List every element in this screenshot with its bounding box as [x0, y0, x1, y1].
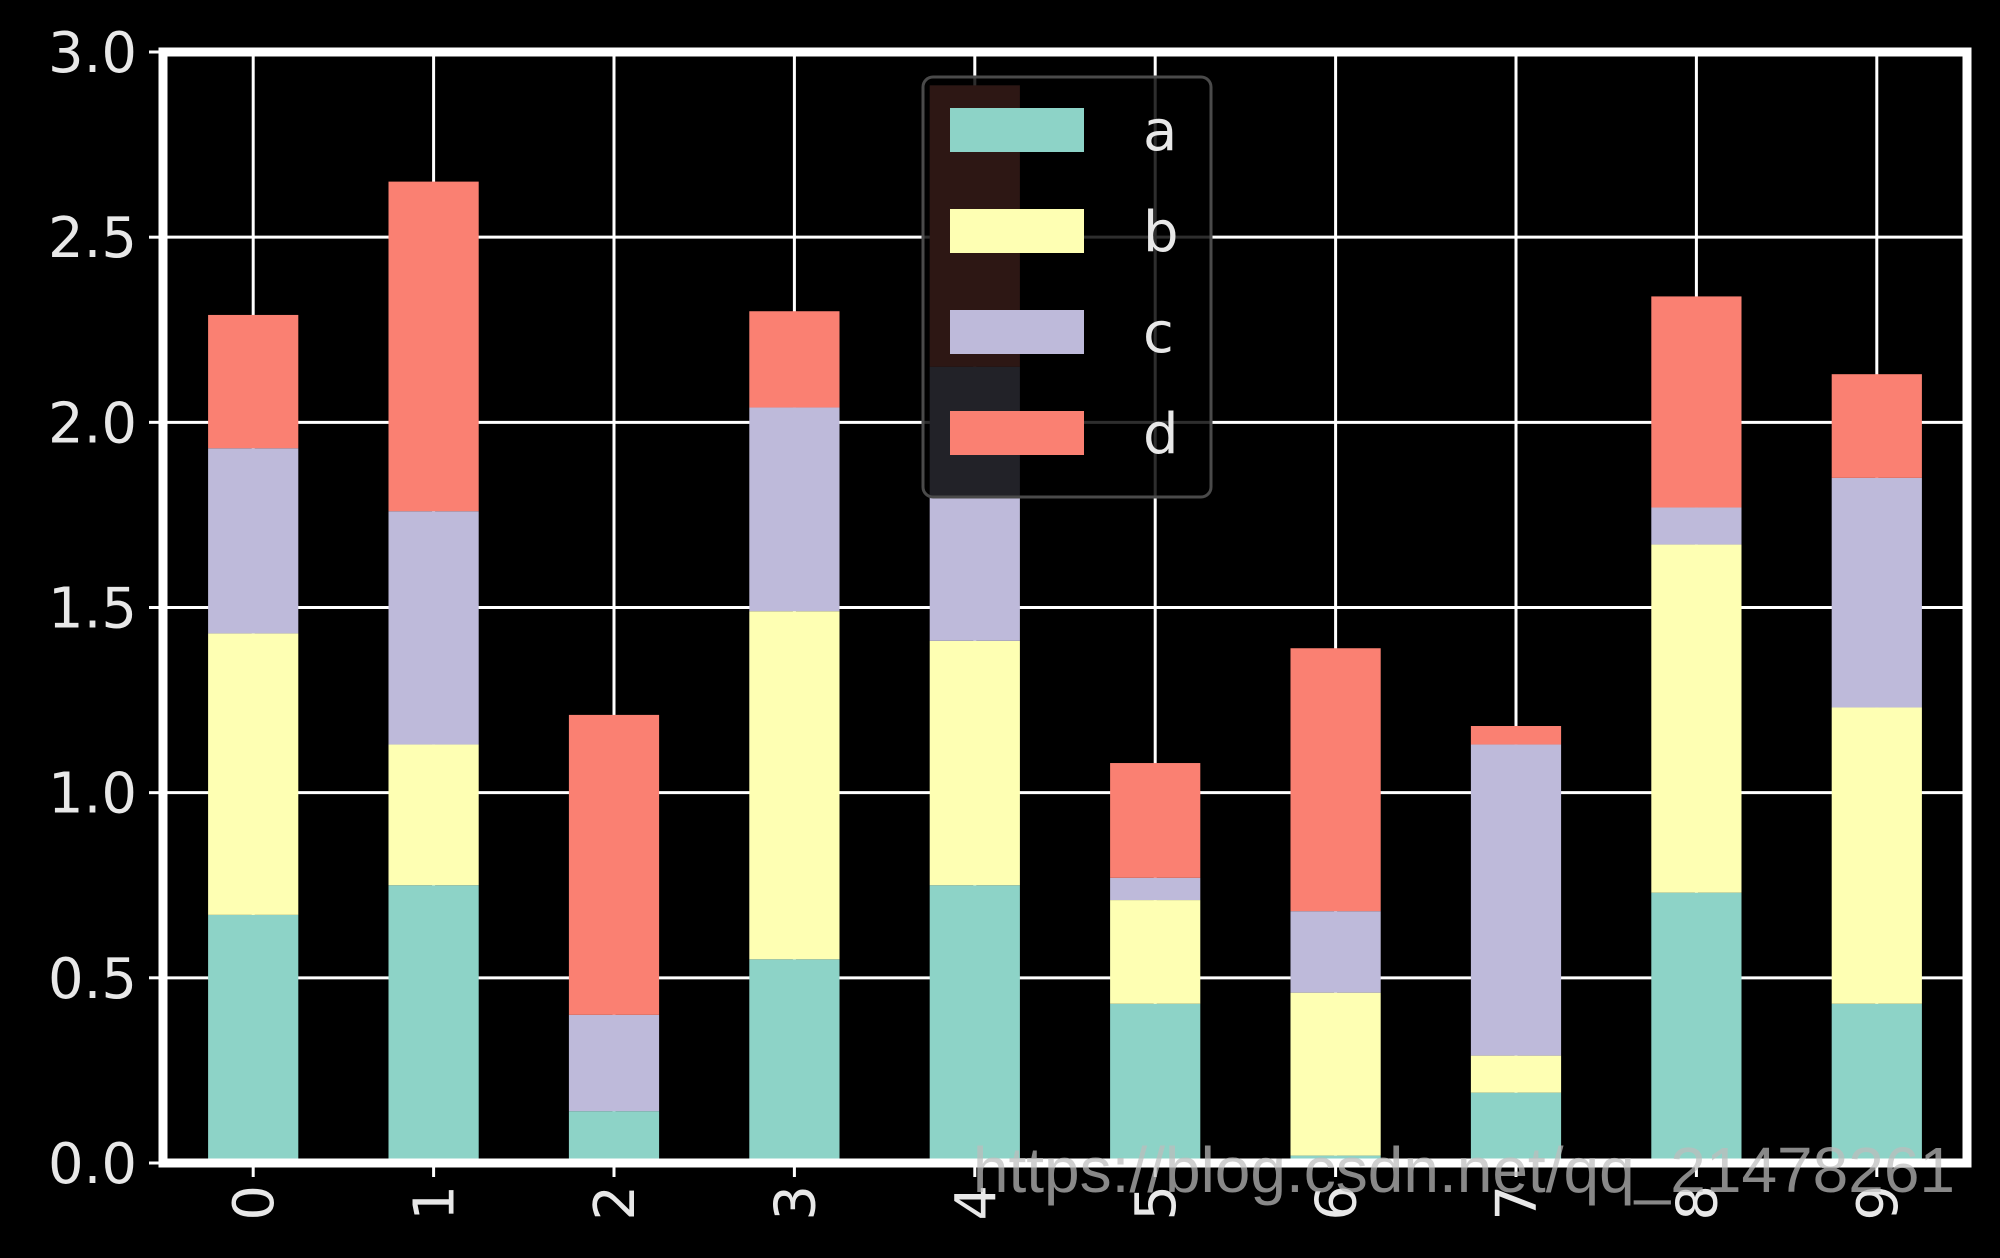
bar-d-2 [568, 714, 660, 1015]
x-tick-label-2: 2 [583, 1185, 648, 1221]
bar-b-7 [1470, 1055, 1562, 1093]
y-tick-label-1: 0.5 [48, 947, 137, 1012]
x-tick-label-1: 1 [403, 1185, 468, 1221]
bar-a-3 [749, 959, 840, 1163]
bar-d-0 [208, 314, 299, 449]
bar-a-0 [208, 914, 299, 1163]
bar-b-8 [1651, 544, 1742, 893]
legend-label-d: d [1143, 402, 1179, 467]
bar-c-0 [208, 448, 299, 634]
legend-box [921, 75, 1213, 499]
bar-b-0 [208, 633, 299, 915]
bar-c-7 [1470, 744, 1562, 1056]
bar-c-1 [388, 511, 479, 745]
bar-a-8 [1651, 892, 1742, 1163]
legend-label-b: b [1143, 200, 1179, 265]
y-axis-ticks: 0.0 0.5 1.0 1.5 2.0 2.5 3.0 [48, 21, 163, 1197]
bar-d-6 [1290, 648, 1381, 912]
bar-b-4 [929, 640, 1020, 886]
legend-swatch-a [950, 108, 1084, 152]
bar-d-1 [388, 181, 479, 512]
bar-c-6 [1290, 911, 1381, 993]
x-tick-label-8: 8 [1665, 1185, 1730, 1221]
x-tick-label-6: 6 [1305, 1185, 1370, 1221]
bar-b-1 [388, 744, 479, 886]
x-tick-label-4: 4 [944, 1185, 1009, 1221]
x-tick-label-3: 3 [763, 1185, 828, 1221]
bar-c-2 [568, 1014, 660, 1112]
bar-a-9 [1831, 1003, 1922, 1163]
bar-d-3 [749, 311, 840, 408]
bar-a-2 [568, 1111, 660, 1163]
y-tick-label-3: 1.5 [48, 577, 137, 642]
bar-c-3 [749, 407, 840, 612]
bar-c-5 [1110, 877, 1201, 901]
y-tick-label-4: 2.0 [48, 391, 137, 456]
bar-b-6 [1290, 992, 1381, 1156]
bar-c-8 [1651, 507, 1742, 545]
y-tick-label-5: 2.5 [48, 206, 137, 271]
legend-swatch-c [950, 310, 1084, 354]
x-tick-label-0: 0 [222, 1185, 287, 1221]
y-tick-label-2: 1.0 [48, 762, 137, 827]
bar-a-1 [388, 885, 479, 1163]
bar-d-9 [1831, 374, 1922, 478]
bar-b-3 [749, 611, 840, 960]
bar-a-4 [929, 885, 1020, 1163]
bar-a-7 [1470, 1092, 1562, 1163]
bar-b-9 [1831, 707, 1922, 1004]
y-tick-label-0: 0.0 [48, 1132, 137, 1197]
legend-swatch-d [950, 411, 1084, 455]
x-tick-label-7: 7 [1485, 1185, 1550, 1221]
bar-a-5 [1110, 1003, 1201, 1163]
bar-c-9 [1831, 477, 1922, 708]
bar-d-5 [1110, 763, 1201, 878]
legend-label-c: c [1143, 301, 1174, 366]
legend-swatch-b [950, 209, 1084, 253]
legend-label-a: a [1143, 99, 1177, 164]
bar-d-7 [1470, 726, 1562, 745]
bar-d-8 [1651, 296, 1742, 508]
x-tick-label-9: 9 [1846, 1185, 1911, 1221]
y-tick-label-6: 3.0 [48, 21, 137, 86]
bar-b-5 [1110, 900, 1201, 1004]
x-axis-ticks: 0 1 2 3 4 5 6 7 8 9 [222, 1163, 1911, 1221]
x-tick-label-5: 5 [1124, 1185, 1189, 1221]
watermark-text: https://blog.csdn.net/qq_21478261 [973, 1134, 1955, 1206]
